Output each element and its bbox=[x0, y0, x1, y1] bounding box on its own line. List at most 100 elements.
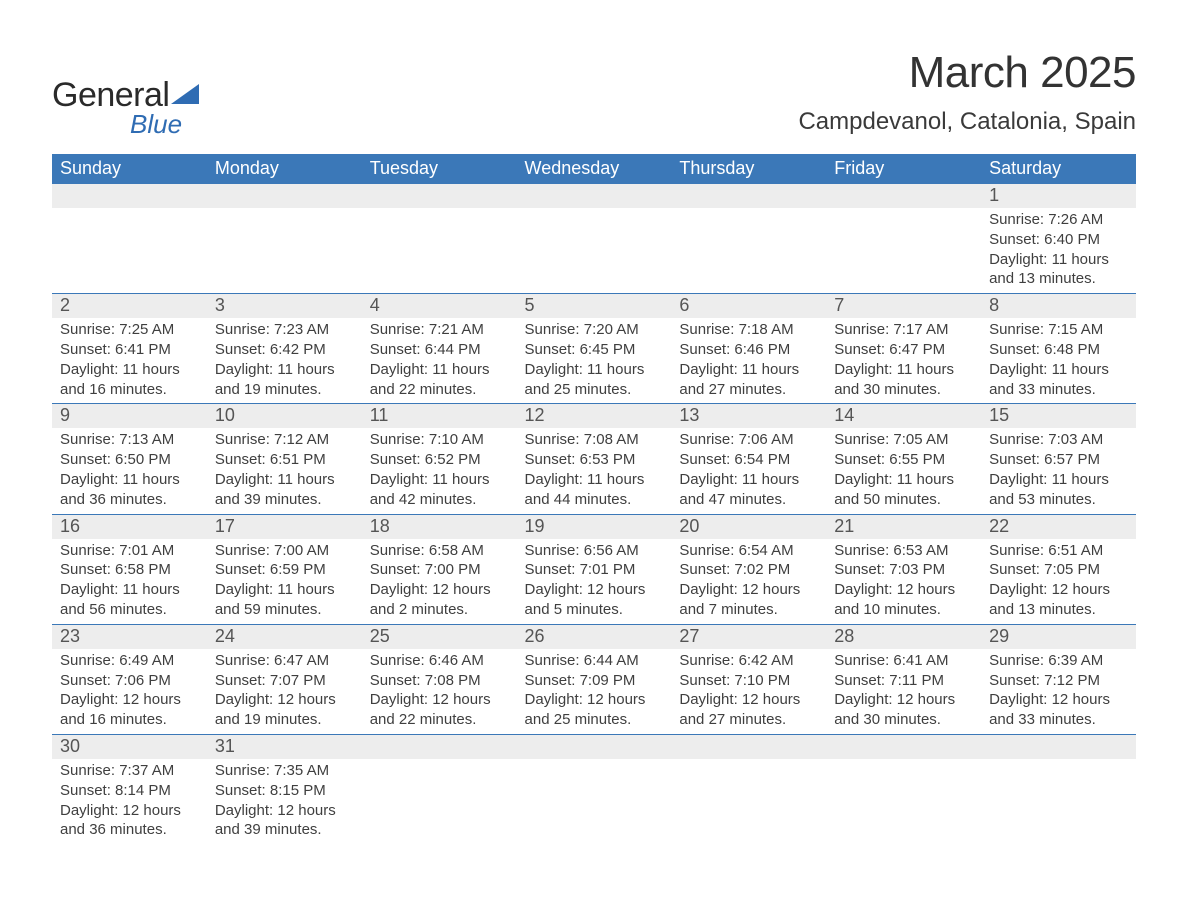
sunset: Sunset: 7:01 PM bbox=[525, 560, 664, 580]
daylight-line-2: and 36 minutes. bbox=[60, 820, 199, 840]
day-number: 23 bbox=[52, 625, 207, 649]
sunset: Sunset: 6:51 PM bbox=[215, 450, 354, 470]
day-number bbox=[981, 735, 1136, 759]
day-body: Sunrise: 6:44 AMSunset: 7:09 PMDaylight:… bbox=[517, 649, 672, 734]
day-body bbox=[362, 208, 517, 228]
day-header: Thursday bbox=[671, 154, 826, 184]
daylight-line-1: Daylight: 12 hours bbox=[215, 801, 354, 821]
day-body: Sunrise: 7:01 AMSunset: 6:58 PMDaylight:… bbox=[52, 539, 207, 624]
day-header: Monday bbox=[207, 154, 362, 184]
day-body bbox=[826, 208, 981, 228]
day-number: 17 bbox=[207, 515, 362, 539]
sunrise: Sunrise: 7:12 AM bbox=[215, 430, 354, 450]
day-number: 13 bbox=[671, 404, 826, 428]
daylight-line-2: and 19 minutes. bbox=[215, 380, 354, 400]
day-number: 24 bbox=[207, 625, 362, 649]
daylight-line-1: Daylight: 11 hours bbox=[679, 470, 818, 490]
sunset: Sunset: 7:00 PM bbox=[370, 560, 509, 580]
daylight-line-2: and 59 minutes. bbox=[215, 600, 354, 620]
day-cell: 23Sunrise: 6:49 AMSunset: 7:06 PMDayligh… bbox=[52, 624, 207, 734]
daylight-line-1: Daylight: 12 hours bbox=[834, 690, 973, 710]
day-cell: 5Sunrise: 7:20 AMSunset: 6:45 PMDaylight… bbox=[517, 294, 672, 404]
sunset: Sunset: 7:05 PM bbox=[989, 560, 1128, 580]
daylight-line-2: and 36 minutes. bbox=[60, 490, 199, 510]
daylight-line-1: Daylight: 12 hours bbox=[834, 580, 973, 600]
day-cell bbox=[826, 184, 981, 294]
day-body: Sunrise: 7:15 AMSunset: 6:48 PMDaylight:… bbox=[981, 318, 1136, 403]
day-cell: 30Sunrise: 7:37 AMSunset: 8:14 PMDayligh… bbox=[52, 734, 207, 844]
daylight-line-1: Daylight: 12 hours bbox=[679, 690, 818, 710]
day-number: 29 bbox=[981, 625, 1136, 649]
day-body: Sunrise: 7:10 AMSunset: 6:52 PMDaylight:… bbox=[362, 428, 517, 513]
daylight-line-1: Daylight: 11 hours bbox=[60, 470, 199, 490]
daylight-line-1: Daylight: 12 hours bbox=[989, 690, 1128, 710]
day-body: Sunrise: 7:13 AMSunset: 6:50 PMDaylight:… bbox=[52, 428, 207, 513]
daylight-line-1: Daylight: 12 hours bbox=[60, 801, 199, 821]
sunset: Sunset: 6:57 PM bbox=[989, 450, 1128, 470]
day-cell: 25Sunrise: 6:46 AMSunset: 7:08 PMDayligh… bbox=[362, 624, 517, 734]
day-cell: 12Sunrise: 7:08 AMSunset: 6:53 PMDayligh… bbox=[517, 404, 672, 514]
day-header: Wednesday bbox=[517, 154, 672, 184]
day-body: Sunrise: 6:46 AMSunset: 7:08 PMDaylight:… bbox=[362, 649, 517, 734]
day-cell: 8Sunrise: 7:15 AMSunset: 6:48 PMDaylight… bbox=[981, 294, 1136, 404]
day-number: 27 bbox=[671, 625, 826, 649]
day-body bbox=[52, 208, 207, 228]
day-number bbox=[517, 184, 672, 208]
day-number bbox=[826, 184, 981, 208]
day-number: 14 bbox=[826, 404, 981, 428]
daylight-line-1: Daylight: 11 hours bbox=[525, 470, 664, 490]
day-cell bbox=[517, 184, 672, 294]
sunset: Sunset: 7:03 PM bbox=[834, 560, 973, 580]
sunset: Sunset: 6:59 PM bbox=[215, 560, 354, 580]
sunrise: Sunrise: 7:26 AM bbox=[989, 210, 1128, 230]
day-body: Sunrise: 7:25 AMSunset: 6:41 PMDaylight:… bbox=[52, 318, 207, 403]
day-cell bbox=[362, 184, 517, 294]
daylight-line-2: and 19 minutes. bbox=[215, 710, 354, 730]
sunrise: Sunrise: 6:58 AM bbox=[370, 541, 509, 561]
day-body: Sunrise: 6:51 AMSunset: 7:05 PMDaylight:… bbox=[981, 539, 1136, 624]
day-number: 6 bbox=[671, 294, 826, 318]
sunrise: Sunrise: 6:47 AM bbox=[215, 651, 354, 671]
sunrise: Sunrise: 7:37 AM bbox=[60, 761, 199, 781]
day-cell: 14Sunrise: 7:05 AMSunset: 6:55 PMDayligh… bbox=[826, 404, 981, 514]
daylight-line-2: and 22 minutes. bbox=[370, 380, 509, 400]
day-cell: 20Sunrise: 6:54 AMSunset: 7:02 PMDayligh… bbox=[671, 514, 826, 624]
daylight-line-2: and 39 minutes. bbox=[215, 490, 354, 510]
daylight-line-1: Daylight: 11 hours bbox=[834, 360, 973, 380]
day-cell: 17Sunrise: 7:00 AMSunset: 6:59 PMDayligh… bbox=[207, 514, 362, 624]
daylight-line-2: and 30 minutes. bbox=[834, 380, 973, 400]
daylight-line-2: and 53 minutes. bbox=[989, 490, 1128, 510]
day-body: Sunrise: 7:26 AMSunset: 6:40 PMDaylight:… bbox=[981, 208, 1136, 293]
daylight-line-2: and 27 minutes. bbox=[679, 710, 818, 730]
day-body: Sunrise: 7:18 AMSunset: 6:46 PMDaylight:… bbox=[671, 318, 826, 403]
day-body: Sunrise: 7:20 AMSunset: 6:45 PMDaylight:… bbox=[517, 318, 672, 403]
day-body bbox=[362, 759, 517, 779]
day-number bbox=[826, 735, 981, 759]
month-title: March 2025 bbox=[798, 48, 1136, 98]
sunset: Sunset: 7:08 PM bbox=[370, 671, 509, 691]
day-cell: 2Sunrise: 7:25 AMSunset: 6:41 PMDaylight… bbox=[52, 294, 207, 404]
day-body bbox=[207, 208, 362, 228]
day-cell: 11Sunrise: 7:10 AMSunset: 6:52 PMDayligh… bbox=[362, 404, 517, 514]
daylight-line-1: Daylight: 11 hours bbox=[989, 250, 1128, 270]
sunrise: Sunrise: 6:54 AM bbox=[679, 541, 818, 561]
day-cell: 26Sunrise: 6:44 AMSunset: 7:09 PMDayligh… bbox=[517, 624, 672, 734]
day-cell: 19Sunrise: 6:56 AMSunset: 7:01 PMDayligh… bbox=[517, 514, 672, 624]
sunset: Sunset: 7:06 PM bbox=[60, 671, 199, 691]
day-number: 4 bbox=[362, 294, 517, 318]
sunrise: Sunrise: 7:35 AM bbox=[215, 761, 354, 781]
day-number: 19 bbox=[517, 515, 672, 539]
sunset: Sunset: 6:46 PM bbox=[679, 340, 818, 360]
day-body bbox=[671, 208, 826, 228]
daylight-line-1: Daylight: 12 hours bbox=[525, 690, 664, 710]
day-body bbox=[981, 759, 1136, 779]
day-body bbox=[826, 759, 981, 779]
day-number bbox=[517, 735, 672, 759]
day-body: Sunrise: 7:37 AMSunset: 8:14 PMDaylight:… bbox=[52, 759, 207, 844]
day-cell bbox=[52, 184, 207, 294]
daylight-line-2: and 2 minutes. bbox=[370, 600, 509, 620]
day-cell bbox=[362, 734, 517, 844]
daylight-line-2: and 50 minutes. bbox=[834, 490, 973, 510]
daylight-line-1: Daylight: 12 hours bbox=[370, 690, 509, 710]
sunset: Sunset: 7:07 PM bbox=[215, 671, 354, 691]
